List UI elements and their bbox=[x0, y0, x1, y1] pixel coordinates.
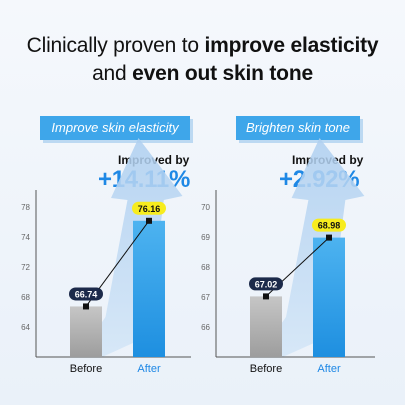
chart-1-bar-after bbox=[133, 220, 165, 357]
chart-1-badge-before bbox=[69, 287, 103, 301]
chart-2-arrow-background bbox=[258, 138, 365, 357]
chart-1-marker-after bbox=[146, 217, 152, 224]
chart-2-marker-after bbox=[326, 234, 332, 241]
chart-1-badge-after bbox=[132, 201, 166, 215]
chart-1-arrow-background bbox=[78, 138, 183, 357]
chart-2-title-pill: Brighten skin tone bbox=[236, 116, 360, 140]
chart-2-ytick-label: 69 bbox=[201, 233, 210, 242]
headline-line-2-text: and bbox=[92, 62, 133, 85]
chart-1-bar-before bbox=[70, 306, 102, 357]
chart-1-value-label-before: 66.74 bbox=[75, 289, 98, 299]
headline-line-2-bold: even out skin tone bbox=[132, 62, 313, 85]
headline-line-1-text: Clinically proven to bbox=[26, 34, 205, 57]
chart-1-ytick-label: 72 bbox=[21, 263, 30, 272]
chart-2-bar-after bbox=[313, 237, 345, 357]
chart-2-bar-before bbox=[250, 296, 282, 357]
chart-2-ytick-label: 68 bbox=[201, 263, 210, 272]
chart-2-ytick-label: 67 bbox=[201, 293, 210, 302]
chart-1-value-label-after: 76.16 bbox=[138, 204, 161, 214]
headline: Clinically proven to improve elasticity … bbox=[0, 32, 405, 88]
chart-1-ytick-label: 64 bbox=[21, 323, 30, 332]
chart-2-badge-before bbox=[249, 277, 283, 291]
chart-1-category-label: Before bbox=[70, 363, 102, 375]
chart-1-marker-before bbox=[83, 303, 89, 310]
chart-2-ytick-label: 66 bbox=[201, 323, 210, 332]
headline-line-2: and even out skin tone bbox=[0, 60, 405, 88]
chart-2-value-label-after: 68.98 bbox=[318, 221, 341, 231]
chart-1-ytick-label: 74 bbox=[21, 233, 30, 242]
chart-2-badge-after bbox=[312, 218, 346, 232]
chart-1-category-label: After bbox=[137, 363, 161, 375]
chart-2-ytick-label: 70 bbox=[201, 203, 210, 212]
chart-2-marker-before bbox=[263, 293, 269, 300]
headline-line-1-bold: improve elasticity bbox=[204, 34, 379, 57]
chart-2-category-label: After bbox=[317, 363, 341, 375]
headline-line-1: Clinically proven to improve elasticity bbox=[0, 32, 405, 60]
chart-1-ytick-label: 68 bbox=[21, 293, 30, 302]
chart-2-category-label: Before bbox=[250, 363, 282, 375]
chart-1-ytick-label: 78 bbox=[21, 203, 30, 212]
chart-2-value-label-before: 67.02 bbox=[255, 279, 278, 289]
chart-1-title-pill: Improve skin elasticity bbox=[40, 116, 190, 140]
